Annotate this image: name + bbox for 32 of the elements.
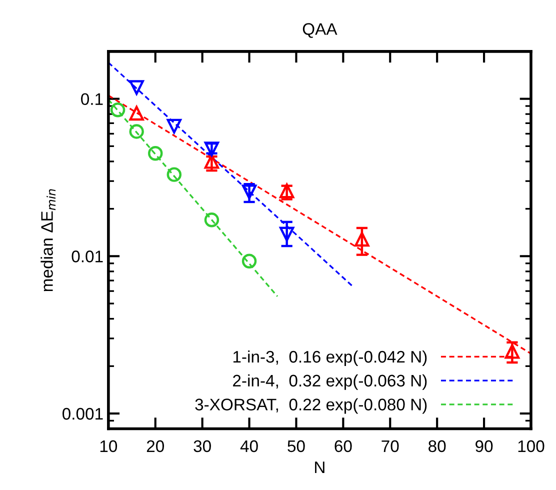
legend-label: 3-XORSAT, 0.22 exp(-0.080 N): [195, 398, 427, 414]
point: [242, 254, 257, 268]
x-tick-label: 100: [518, 440, 544, 452]
point: [354, 232, 370, 247]
x-tick-label: 40: [240, 440, 258, 452]
point: [129, 80, 144, 95]
x-tick-label: 90: [476, 440, 493, 452]
legend-label: 2-in-4, 0.32 exp(-0.063 N): [233, 374, 427, 390]
x-tick-label: 60: [334, 440, 352, 452]
x-tick-label: 20: [146, 440, 164, 452]
legend-label: 1-in-3, 0.16 exp(-0.042 N): [233, 350, 427, 366]
x-tick-label: 50: [288, 440, 305, 452]
point: [148, 146, 163, 161]
point: [242, 184, 257, 200]
y-axis-title: median ΔE$_{min}$: [40, 189, 56, 292]
y-tick-label: 0.1: [81, 93, 103, 106]
x-tick-label: 80: [428, 440, 446, 452]
x-tick-label: 10: [100, 440, 118, 452]
point: [204, 212, 220, 228]
x-tick-label: 70: [382, 440, 399, 452]
point: [166, 118, 182, 134]
point: [110, 102, 126, 118]
point: [166, 167, 182, 182]
chart-title: QAA: [302, 23, 338, 38]
point: [129, 124, 144, 139]
y-tick-label: 0.001: [62, 408, 103, 420]
x-tick-label: 30: [194, 440, 211, 452]
y-tick-label: 0.01: [72, 250, 103, 262]
point: [504, 344, 520, 359]
point: [279, 226, 294, 242]
x-axis-title: N: [315, 462, 324, 474]
point: [129, 106, 144, 121]
